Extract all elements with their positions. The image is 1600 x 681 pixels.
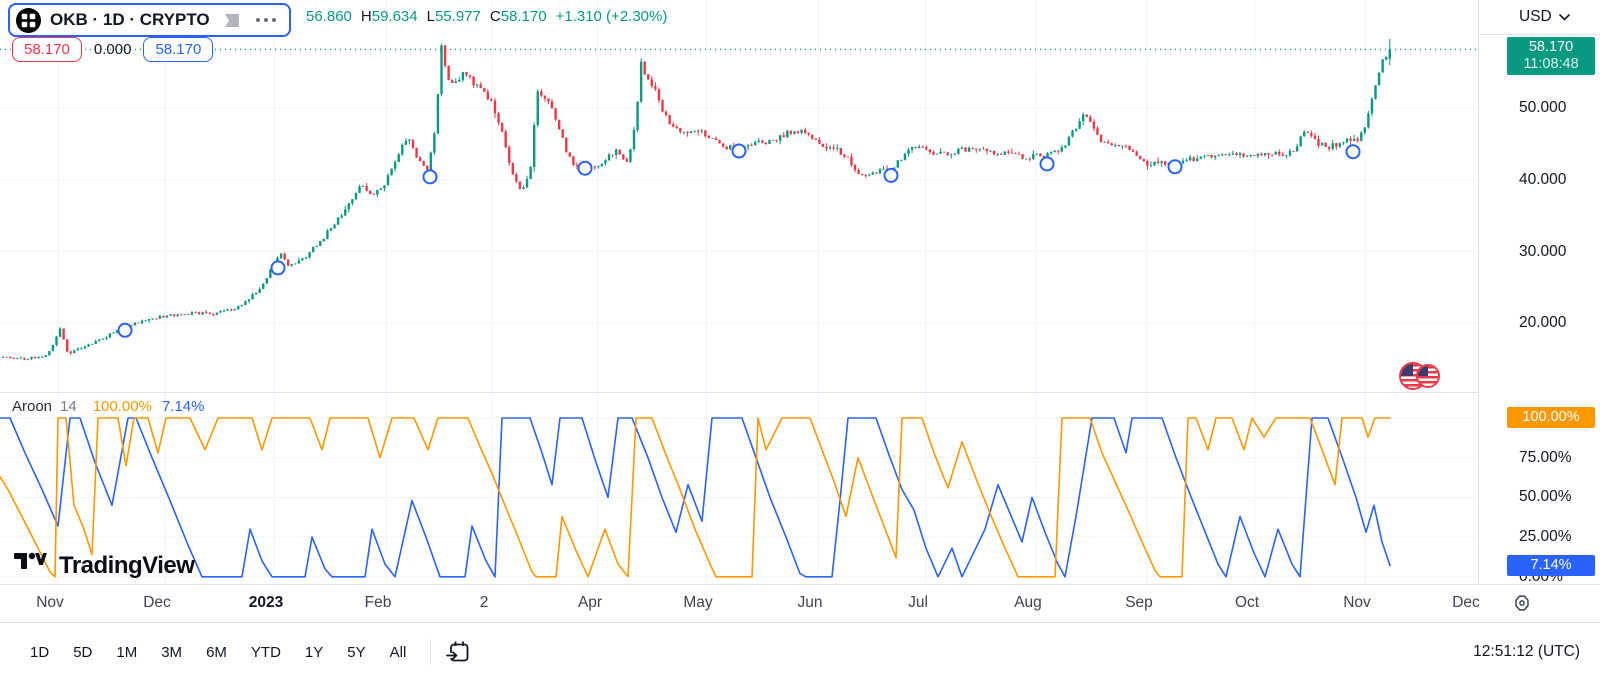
time-axis-label: Nov — [1343, 594, 1371, 611]
price-pane-canvas[interactable] — [0, 0, 1478, 392]
range-button-3m[interactable]: 3M — [151, 638, 192, 667]
flag-icon[interactable] — [223, 13, 240, 28]
high-value: 59.634 — [371, 8, 418, 25]
range-button-5d[interactable]: 5D — [63, 638, 102, 667]
calendar-goto-icon[interactable] — [445, 639, 472, 666]
time-axis-label: 2 — [479, 594, 489, 611]
close-value: 58.170 — [500, 8, 547, 25]
currency-label: USD — [1519, 8, 1552, 25]
range-button-1m[interactable]: 1M — [106, 638, 147, 667]
low-value: 55.977 — [434, 8, 481, 25]
bar-countdown: 11:08:48 — [1523, 56, 1579, 72]
time-axis-label: Nov — [36, 594, 64, 611]
time-axis-label: Feb — [364, 594, 392, 611]
price-tick: 40.000 — [1519, 171, 1567, 188]
indicator-legend[interactable]: Aroon 14 100.00% 7.14% — [12, 398, 204, 415]
aroon-up-value: 100.00% — [92, 398, 152, 415]
watermark-text: TradingView — [59, 551, 195, 579]
time-axis-label: Aug — [1014, 594, 1042, 611]
low-label: L — [426, 8, 435, 25]
range-button-all[interactable]: All — [380, 638, 417, 667]
toolbar-divider — [430, 639, 432, 665]
close-label: C — [489, 8, 501, 25]
currency-selector[interactable]: USD — [1479, 0, 1600, 35]
range-button-5y[interactable]: 5Y — [337, 638, 375, 667]
more-options-icon[interactable] — [255, 17, 277, 23]
indicator-length: 14 — [60, 398, 77, 415]
indicator-name: Aroon — [12, 398, 53, 415]
range-button-1y[interactable]: 1Y — [295, 638, 333, 667]
price-label-blue[interactable]: 58.170 — [143, 37, 214, 62]
price-line-labels: 58.170 0.000 58.170 — [12, 37, 214, 62]
symbol-button[interactable]: OKB · 1D · CRYPTO — [8, 3, 291, 37]
range-button-6m[interactable]: 6M — [196, 638, 237, 667]
price-tick: 20.000 — [1519, 314, 1567, 331]
time-axis-label: Oct — [1234, 594, 1260, 611]
time-axis-label: Jun — [797, 594, 823, 611]
last-price-value: 58.170 — [1528, 39, 1574, 55]
aroon-pane-canvas[interactable] — [0, 392, 1478, 584]
tradingview-watermark: TradingView — [14, 549, 195, 582]
price-tick: 30.000 — [1519, 243, 1567, 260]
range-switcher: 1D 5D 1M 3M 6M YTD 1Y 5Y All — [20, 638, 416, 667]
time-axis-label: Apr — [577, 594, 603, 611]
time-axis-label: Dec — [1452, 594, 1480, 611]
symbol-title: OKB · 1D · CRYPTO — [50, 10, 210, 29]
price-label-red[interactable]: 58.170 — [12, 37, 82, 62]
time-axis-label: Jul — [908, 594, 928, 611]
last-price-badge: 58.170 11:08:48 — [1507, 37, 1595, 75]
price-axis[interactable]: USD 50.000 40.000 30.000 20.000 58.170 11:0… — [1478, 0, 1600, 585]
bottom-toolbar: 1D 5D 1M 3M 6M YTD 1Y 5Y All 12:51:12 (UTC) — [0, 622, 1600, 681]
time-axis-label: 2023 — [248, 594, 284, 611]
tradingview-logo-icon — [14, 549, 52, 582]
aroon-down-value: 7.14% — [161, 398, 205, 415]
aroon-tick: 50.00% — [1519, 488, 1572, 505]
okb-logo-icon — [16, 7, 41, 33]
change-value: +1.310 (+2.30%) — [555, 8, 668, 25]
high-label: H — [360, 8, 372, 25]
ohlc-legend: 56.860 H59.634 L55.977 C58.170 +1.310 (+2.30… — [306, 8, 667, 25]
price-tick: 50.000 — [1519, 99, 1567, 116]
gear-icon[interactable] — [1511, 592, 1533, 614]
range-button-1d[interactable]: 1D — [20, 638, 59, 667]
time-axis-label: Sep — [1125, 594, 1153, 611]
open-value: 56.860 — [306, 8, 352, 25]
time-axis-label: May — [683, 594, 713, 611]
aroon-up-badge: 100.00% — [1507, 407, 1595, 428]
us-flag-event-icon[interactable] — [1399, 362, 1451, 390]
time-axis[interactable]: Nov Dec 2023 Feb 2 Apr May Jun Jul Aug Sep Oct Nov De… — [0, 584, 1600, 623]
aroon-down-badge: 7.14% — [1507, 555, 1595, 576]
clock-utc[interactable]: 12:51:12 (UTC) — [1473, 643, 1580, 660]
aroon-tick: 75.00% — [1519, 449, 1572, 466]
price-label-plain: 0.000 — [93, 41, 132, 58]
aroon-tick: 25.00% — [1519, 528, 1572, 545]
pane-divider[interactable] — [0, 392, 1600, 393]
chevron-down-icon — [1558, 13, 1570, 21]
time-axis-label: Dec — [143, 594, 171, 611]
us-flag-circle-right — [1416, 364, 1440, 388]
range-button-ytd[interactable]: YTD — [241, 638, 291, 667]
